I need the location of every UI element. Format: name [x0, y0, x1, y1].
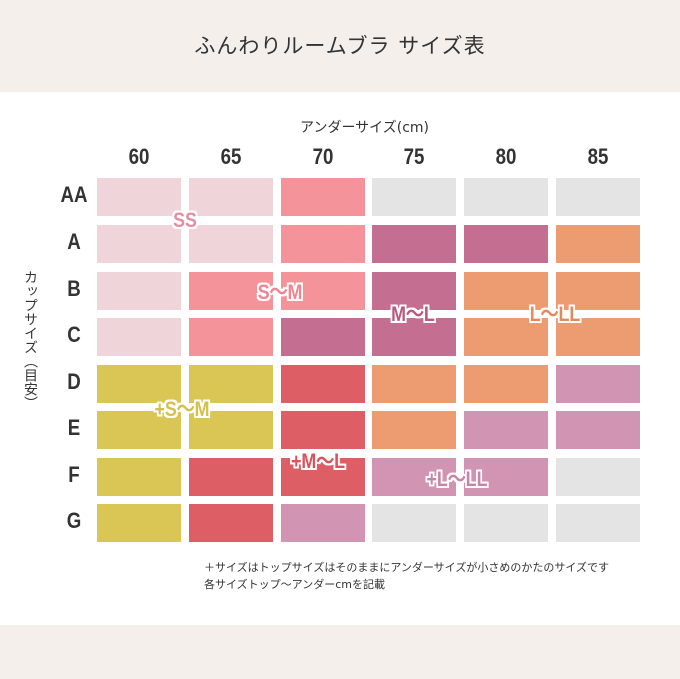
size-label-plus-L-LL: +L〜LL: [426, 468, 488, 491]
cell-A-70: [281, 225, 365, 263]
cell-AA-80: [464, 178, 548, 216]
cell-B-60: [97, 272, 181, 310]
cell-C-85: [556, 318, 640, 356]
cell-A-75: [372, 225, 456, 263]
cell-A-80: [464, 225, 548, 263]
cell-F-70: [281, 458, 365, 496]
cell-A-85: [556, 225, 640, 263]
cell-AA-60: [97, 178, 181, 216]
row-header-B: B: [67, 276, 81, 301]
cell-AA-65: [189, 178, 273, 216]
cell-A-60: [97, 225, 181, 263]
under-size-axis-label: アンダーサイズ(cm): [300, 120, 429, 136]
cell-E-85: [556, 411, 640, 449]
cell-C-75: [372, 318, 456, 356]
cell-D-80: [464, 365, 548, 403]
size-label-plus-M-L: +M〜L: [290, 450, 346, 473]
size-label-M-L: M〜L: [391, 303, 435, 326]
cell-C-80: [464, 318, 548, 356]
cell-C-60: [97, 318, 181, 356]
cell-D-65: [189, 365, 273, 403]
column-header-70: 70: [312, 144, 334, 169]
cell-E-70: [281, 411, 365, 449]
cell-B-65: [189, 272, 273, 310]
cup-size-axis-label: カップサイズ（目安）: [22, 270, 38, 410]
cell-AA-85: [556, 178, 640, 216]
row-header-G: G: [66, 508, 82, 533]
size-label-L-LL: L〜LL: [529, 303, 581, 326]
row-header-D: D: [67, 369, 81, 394]
notes: ＋サイズはトップサイズはそのままにアンダーサイズが小さめのかたのサイズです 各サ…: [204, 559, 609, 593]
cell-G-85: [556, 504, 640, 542]
cell-AA-70: [281, 178, 365, 216]
header-band: [0, 0, 680, 92]
cell-G-75: [372, 504, 456, 542]
cell-G-60: [97, 504, 181, 542]
cell-D-85: [556, 365, 640, 403]
cell-E-80: [464, 411, 548, 449]
page-title: ふんわりルームブラ サイズ表: [194, 34, 486, 58]
row-header-AA: AA: [60, 182, 88, 207]
cell-C-65: [189, 318, 273, 356]
cell-D-70: [281, 365, 365, 403]
cell-F-85: [556, 458, 640, 496]
row-header-C: C: [67, 322, 81, 347]
cell-E-60: [97, 411, 181, 449]
row-header-E: E: [67, 415, 81, 440]
size-label-plus-S-M: +S〜M: [154, 398, 210, 421]
column-header-60: 60: [128, 144, 150, 169]
cell-F-60: [97, 458, 181, 496]
cell-B-85: [556, 272, 640, 310]
cell-B-80: [464, 272, 548, 310]
cell-AA-75: [372, 178, 456, 216]
cell-G-65: [189, 504, 273, 542]
cell-F-65: [189, 458, 273, 496]
column-header-80: 80: [495, 144, 517, 169]
size-label-SS: SS: [173, 209, 197, 232]
column-header-75: 75: [403, 144, 425, 169]
cell-F-80: [464, 458, 548, 496]
size-label-S-M: S〜M: [257, 281, 303, 304]
column-header-65: 65: [220, 144, 242, 169]
cell-E-75: [372, 411, 456, 449]
cell-G-70: [281, 504, 365, 542]
cell-G-80: [464, 504, 548, 542]
cell-B-75: [372, 272, 456, 310]
cell-F-75: [372, 458, 456, 496]
cell-A-65: [189, 225, 273, 263]
row-header-F: F: [68, 462, 80, 487]
cell-E-65: [189, 411, 273, 449]
cell-D-60: [97, 365, 181, 403]
footer-band: [0, 625, 680, 679]
cell-C-70: [281, 318, 365, 356]
row-header-A: A: [67, 229, 81, 254]
column-header-85: 85: [587, 144, 609, 169]
note-measurement: 各サイズトップ〜アンダーcmを記載: [204, 578, 385, 591]
cell-B-70: [281, 272, 365, 310]
cell-D-75: [372, 365, 456, 403]
note-plus-size: ＋サイズはトップサイズはそのままにアンダーサイズが小さめのかたのサイズです: [204, 561, 610, 574]
